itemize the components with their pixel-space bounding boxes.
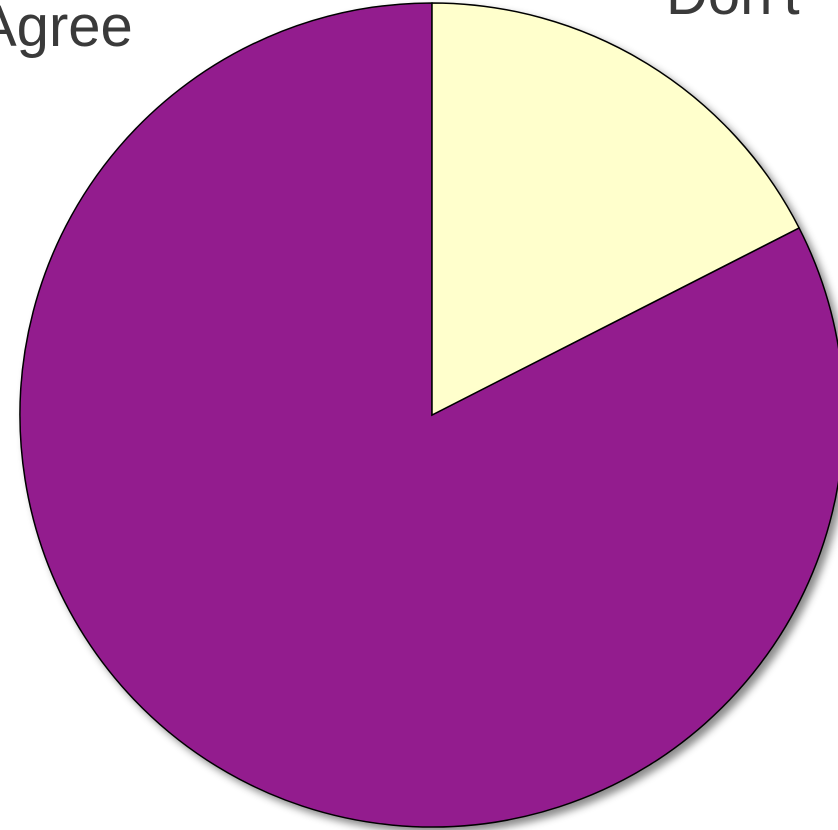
slice-label: Don't (666, 0, 800, 27)
pie-slice (19, 2, 838, 828)
slice-label: Agree (0, 0, 133, 59)
pie (19, 2, 838, 828)
pie-slice (431, 2, 801, 417)
